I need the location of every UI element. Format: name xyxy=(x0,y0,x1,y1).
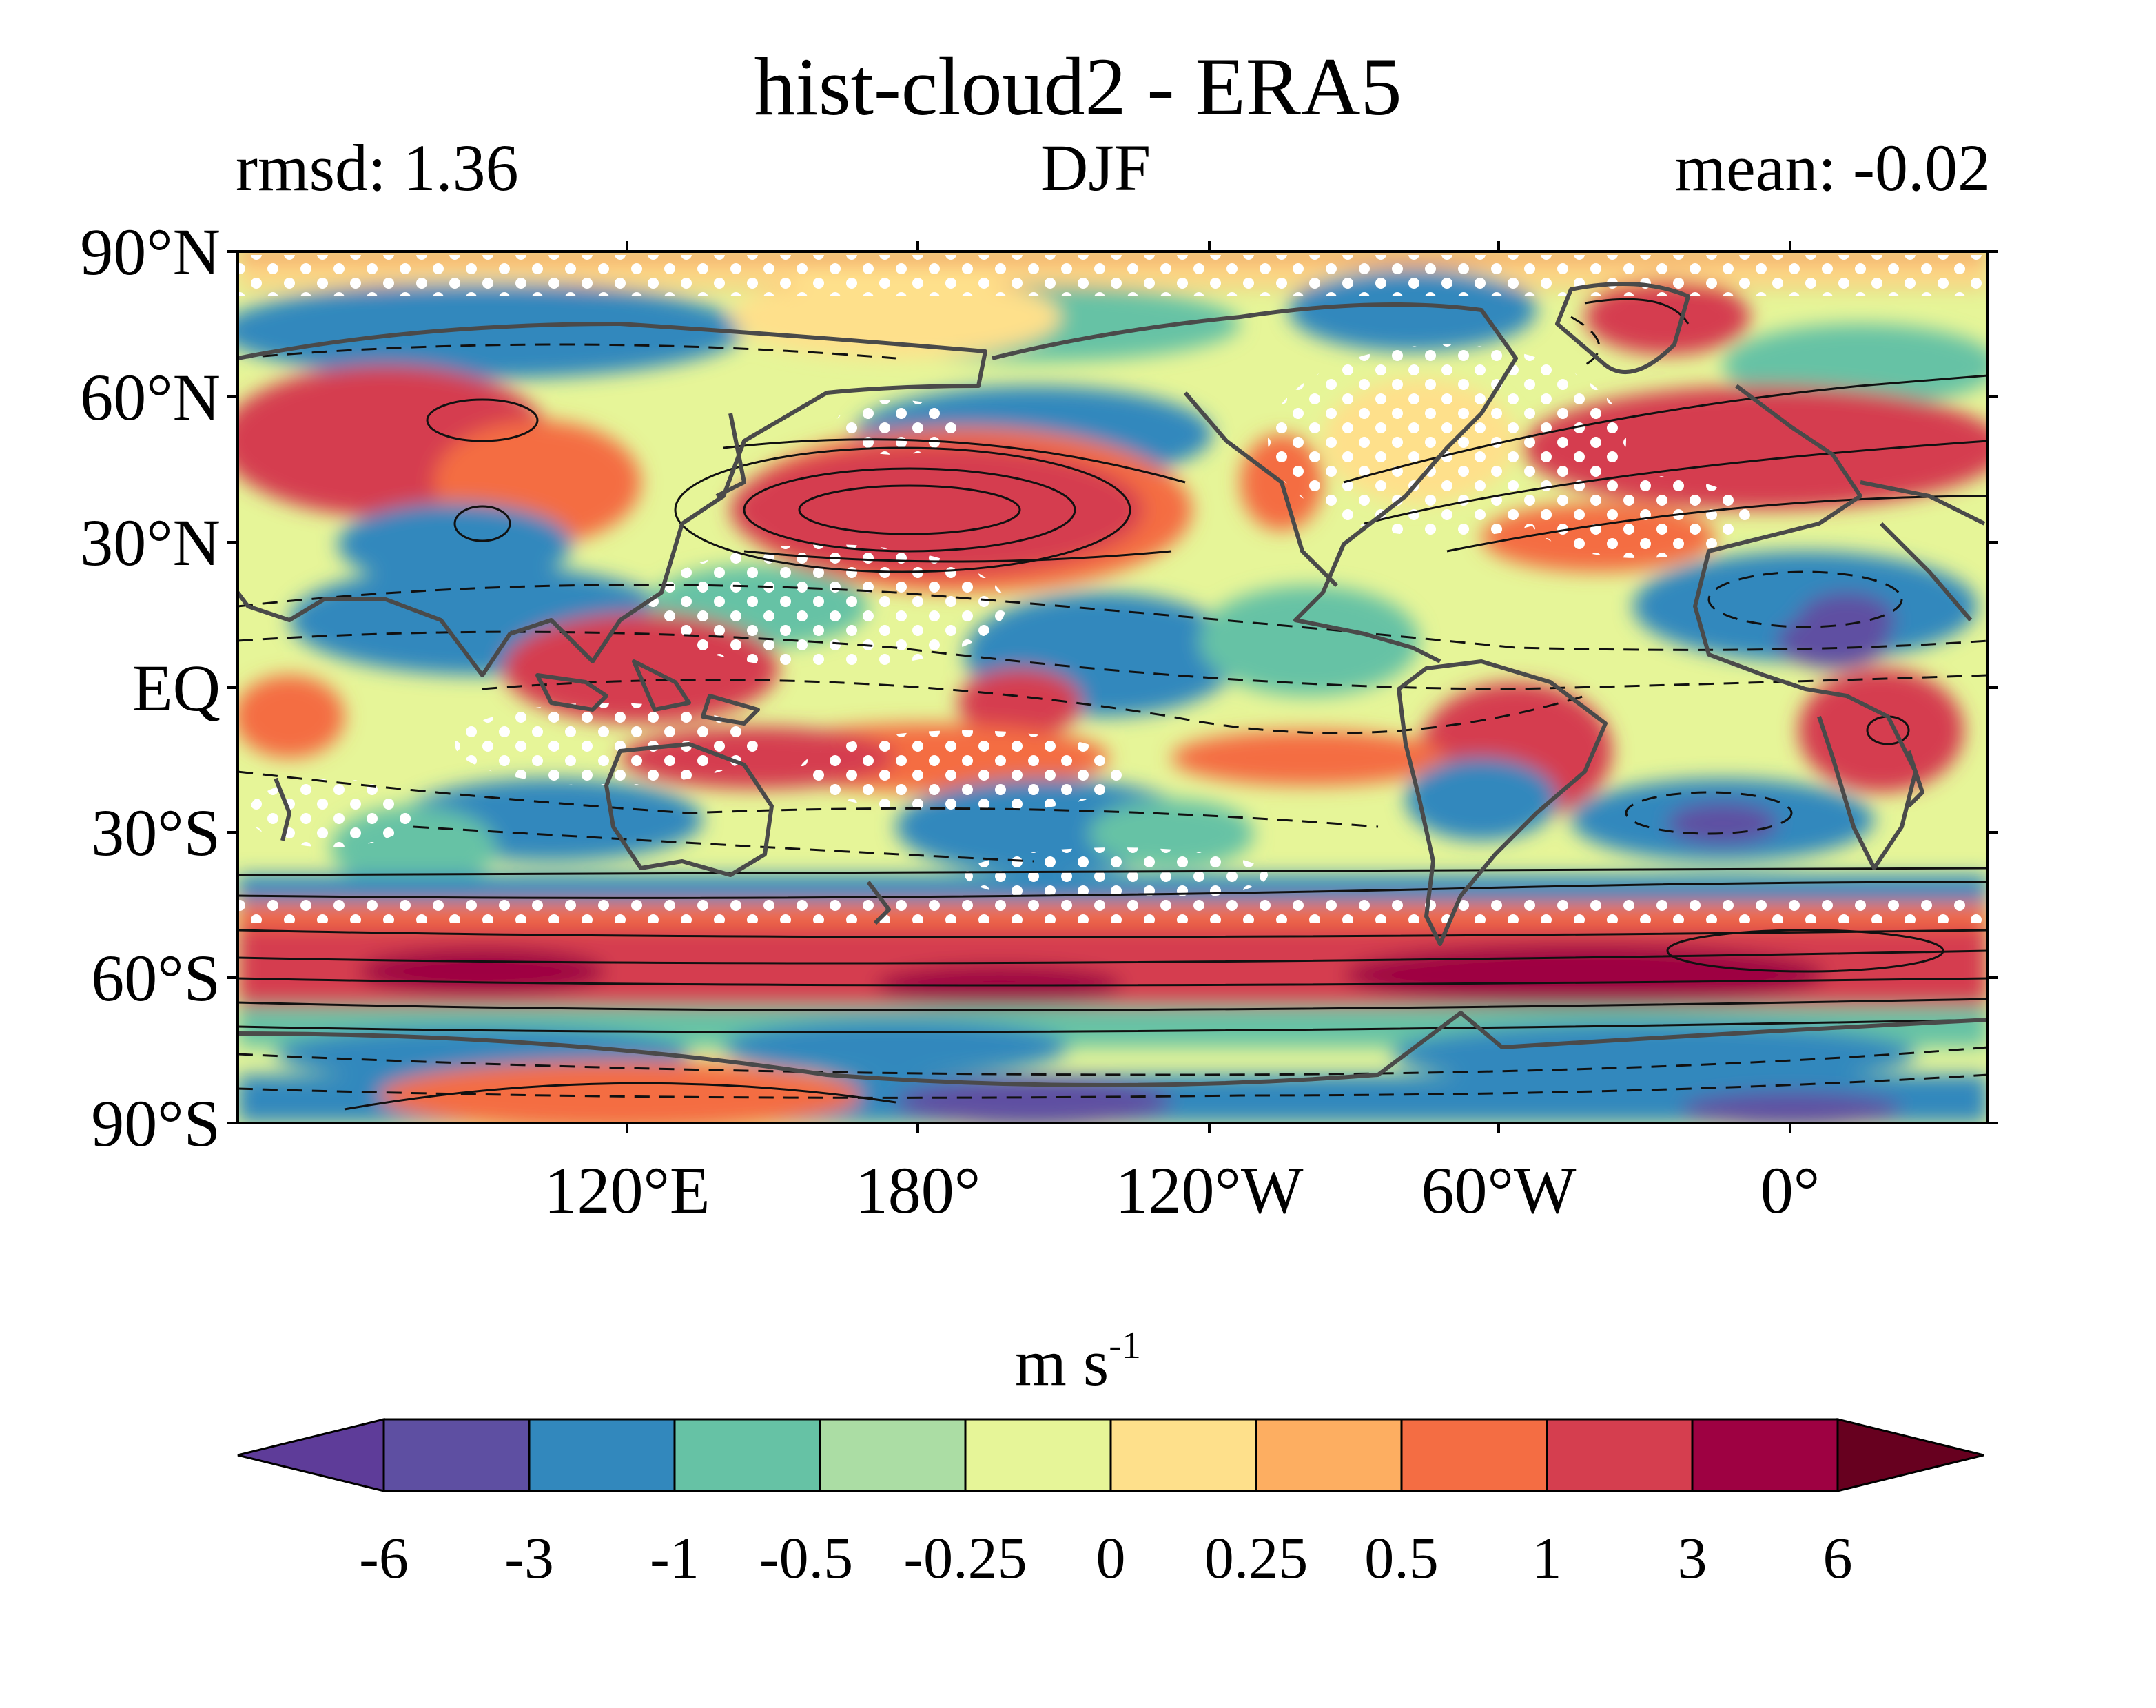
lat-label-eq: EQ xyxy=(132,651,220,725)
colorbar-tick: -6 xyxy=(359,1525,409,1591)
lat-label-60n: 60°N xyxy=(80,360,220,434)
units-exponent: -1 xyxy=(1109,1324,1141,1367)
units-main: m s xyxy=(1015,1326,1109,1399)
colorbar-segment xyxy=(819,1418,967,1492)
mean-label: mean: -0.02 xyxy=(1674,131,1991,205)
lat-label-90n: 90°N xyxy=(80,215,220,289)
colorbar-segment xyxy=(1400,1418,1548,1492)
colorbar-segment xyxy=(673,1418,821,1492)
colorbar-tick: 0.5 xyxy=(1364,1525,1439,1591)
colorbar-over-triangle xyxy=(1836,1418,1984,1492)
colorbar xyxy=(237,1418,1984,1492)
lon-label-120w: 120°W xyxy=(1115,1153,1304,1227)
colorbar-segment xyxy=(1109,1418,1257,1492)
colorbar-tick: 3 xyxy=(1677,1525,1707,1591)
map-title: hist-cloud2 - ERA5 xyxy=(754,41,1402,132)
lon-label-0: 0° xyxy=(1760,1153,1820,1227)
colorbar-tick: 6 xyxy=(1823,1525,1853,1591)
coastlines xyxy=(238,282,1988,1087)
colorbar-under-triangle xyxy=(237,1418,385,1492)
lon-label-60w: 60°W xyxy=(1421,1153,1577,1227)
lat-label-60s: 60°S xyxy=(91,941,220,1015)
contour-lines-dashed xyxy=(238,316,1988,1099)
colorbar-units: m s-1 xyxy=(0,1326,2156,1396)
colorbar-segment xyxy=(964,1418,1112,1492)
lat-label-90s: 90°S xyxy=(91,1087,220,1160)
colorbar-segment xyxy=(1255,1418,1403,1492)
season-label: DJF xyxy=(1040,131,1151,205)
lat-label-30s: 30°S xyxy=(91,796,220,870)
map-field xyxy=(238,251,1988,1123)
colorbar-segment xyxy=(1546,1418,1694,1492)
lat-label-30n: 30°N xyxy=(80,506,220,579)
colorbar-segment xyxy=(382,1418,531,1492)
colorbar-tick: -0.25 xyxy=(903,1525,1027,1591)
colorbar-segment xyxy=(528,1418,676,1492)
colorbar-tick: 0 xyxy=(1096,1525,1126,1591)
colorbar-segment xyxy=(1691,1418,1839,1492)
colorbar-tick: -1 xyxy=(650,1525,699,1591)
lon-label-120e: 120°E xyxy=(544,1153,710,1227)
colorbar-tick: -3 xyxy=(504,1525,554,1591)
axis-ticks xyxy=(227,241,1998,1133)
colorbar-tick: 1 xyxy=(1532,1525,1562,1591)
colorbar-tick: -0.5 xyxy=(759,1525,854,1591)
colorbar-tick: 0.25 xyxy=(1204,1525,1308,1591)
rmsd-label: rmsd: 1.36 xyxy=(236,131,519,205)
lon-label-180: 180° xyxy=(854,1153,981,1227)
